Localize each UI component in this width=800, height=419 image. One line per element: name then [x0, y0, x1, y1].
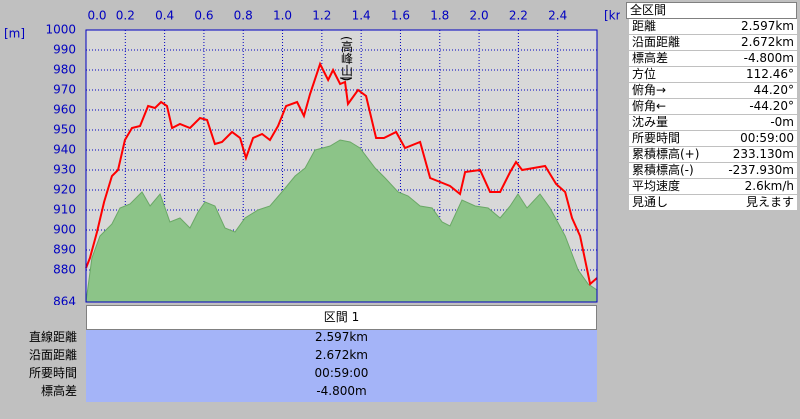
- x-tick-label: 1.8: [430, 9, 449, 23]
- summary-label: 沈み量: [632, 115, 669, 129]
- x-tick-label: 2.4: [548, 9, 567, 23]
- section-label: 沿面距離: [28, 348, 77, 362]
- summary-value: 2.672km: [741, 35, 794, 49]
- summary-label: 平均速度: [632, 179, 681, 193]
- summary-row: 俯角→ 44.20°: [629, 83, 797, 99]
- plot-border: [85, 29, 598, 303]
- summary-value: -44.20°: [749, 99, 794, 113]
- summary-value: 112.46°: [746, 67, 794, 81]
- summary-row: 沿面距離 2.672km: [629, 35, 797, 51]
- summary-label: 累積標高(+): [632, 147, 700, 161]
- section-value: 2.672km: [315, 348, 368, 362]
- summary-label: 標高差: [632, 51, 669, 65]
- y-tick-label: 920: [53, 183, 76, 197]
- summary-row: 所要時間 00:59:00: [629, 131, 797, 147]
- summary-value: 2.6km/h: [744, 179, 794, 193]
- chart: [km] [m] 0.0 0.2 0.4 0.6 0.8 1.0 1.2 1.4 1.6 1.8 2…: [4, 9, 620, 306]
- x-tick-label: 0.6: [194, 9, 213, 23]
- summary-label: 沿面距離: [632, 35, 681, 49]
- summary-label: 累積標高(-): [632, 163, 694, 177]
- summary-value: 2.597km: [741, 19, 794, 33]
- x-tick-label: 0.8: [234, 9, 253, 23]
- summary-row: 俯角← -44.20°: [629, 99, 797, 115]
- route-line: [85, 61, 598, 286]
- x-tick-label: 0.4: [155, 9, 174, 23]
- section-value: -4.800m: [316, 384, 367, 398]
- section-row: 直線距離 2.597km: [0, 328, 597, 346]
- summary-panel: 全区間 距離 2.597km 沿面距離 2.672km 標高差 -4.800m 方位 112.…: [626, 2, 797, 211]
- x-tick-label: 1.6: [391, 9, 410, 23]
- x-tick-label: 1.2: [312, 9, 331, 23]
- section-label: 標高差: [40, 384, 77, 398]
- y-tick-label: 980: [53, 63, 76, 77]
- section-value: 00:59:00: [314, 366, 369, 380]
- section-body: [86, 330, 597, 402]
- summary-title: 全区間: [626, 2, 797, 19]
- summary-label: 俯角←: [632, 99, 667, 113]
- x-tick-label: 0.2: [116, 9, 135, 23]
- summary-value: 見えます: [745, 195, 794, 209]
- summary-row: 距離 2.597km: [629, 19, 797, 35]
- section-row: 所要時間 00:59:00: [0, 364, 597, 382]
- summary-row: 見通し 見えます: [629, 195, 797, 211]
- y-tick-label: 1000: [45, 23, 76, 37]
- x-tick-label: 2.0: [470, 9, 489, 23]
- summary-value: 44.20°: [753, 83, 794, 97]
- summary-label: 見通し: [632, 195, 669, 209]
- y-axis-label: [m]: [4, 27, 25, 41]
- section-label: 直線距離: [28, 330, 77, 344]
- y-tick-label: 890: [53, 243, 76, 257]
- section-value: 2.597km: [315, 330, 368, 344]
- summary-row: 沈み量 -0m: [629, 115, 797, 131]
- summary-label: 俯角→: [632, 83, 667, 97]
- summary-label: 方位: [632, 67, 657, 81]
- x-tick-label: 0.0: [87, 9, 106, 23]
- section-row: 標高差 -4.800m: [0, 382, 597, 400]
- summary-value: -4.800m: [743, 51, 794, 65]
- y-tick-label: 880: [53, 263, 76, 277]
- y-tick-label: 950: [53, 123, 76, 137]
- summary-value: 00:59:00: [740, 131, 794, 145]
- y-tick-label: 930: [53, 163, 76, 177]
- summary-label: 所要時間: [632, 131, 681, 145]
- summary-row: 累積標高(-) -237.930m: [629, 163, 797, 179]
- section-label: 所要時間: [28, 366, 77, 380]
- annotation: (高峰山): [340, 36, 354, 81]
- summary-value: 233.130m: [732, 147, 794, 161]
- x-tick-label: 2.2: [509, 9, 528, 23]
- y-tick-label: 970: [53, 83, 76, 97]
- x-axis-label: [km]: [604, 9, 620, 23]
- y-tick-label: 864: [53, 295, 76, 306]
- summary-value: -237.930m: [728, 163, 794, 177]
- y-tick-label: 940: [53, 143, 76, 157]
- y-tick-label: 900: [53, 223, 76, 237]
- y-tick-label: 960: [53, 103, 76, 117]
- section-title: 区間 1: [86, 305, 597, 330]
- summary-row: 標高差 -4.800m: [629, 51, 797, 67]
- summary-label: 距離: [632, 19, 657, 33]
- summary-row: 平均速度 2.6km/h: [629, 179, 797, 195]
- x-tick-label: 1.0: [273, 9, 292, 23]
- summary-value: -0m: [770, 115, 794, 129]
- x-tick-label: 1.4: [352, 9, 371, 23]
- terrain-area: [85, 139, 598, 303]
- summary-row: 累積標高(+) 233.130m: [629, 147, 797, 163]
- section-row: 沿面距離 2.672km: [0, 346, 597, 364]
- y-tick-label: 910: [53, 203, 76, 217]
- y-tick-label: 990: [53, 43, 76, 57]
- summary-row: 方位 112.46°: [629, 67, 797, 83]
